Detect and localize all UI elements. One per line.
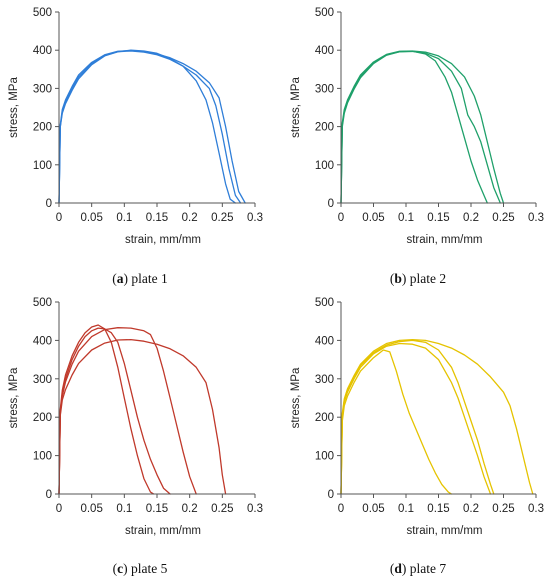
panel-plate-7: 0 100 200 300 400 500 0 0.05 0.1 0.15 0.2 0.25 0.3 s…	[290, 297, 544, 576]
stress-strain-curve-3	[340, 50, 505, 204]
y-tick-label: 300	[315, 83, 334, 95]
stress-strain-curve-3	[58, 49, 246, 204]
x-tick-label: 0.2	[182, 503, 198, 515]
x-tick-label: 0.1	[116, 212, 132, 224]
curves-group	[58, 324, 227, 495]
y-tick-label: 0	[328, 198, 334, 210]
caption-text: plate 5	[131, 561, 168, 576]
x-tick-label: 0.2	[463, 212, 479, 224]
x-tick-label: 0.1	[398, 503, 414, 515]
x-tick-label: 0.15	[146, 212, 168, 224]
caption-text: plate 7	[410, 561, 447, 576]
y-tick-label: 400	[33, 335, 52, 347]
caption-text: plate 2	[410, 271, 446, 286]
panel-plate-2: 0 100 200 300 400 500 0 0.05 0.1 0.15 0.2 0.25 0.3 s…	[290, 7, 544, 286]
stress-strain-curve-1	[58, 324, 155, 495]
stress-strain-curve-2	[340, 50, 501, 204]
x-tick-label: 0.2	[182, 212, 198, 224]
y-tick-label: 200	[33, 122, 52, 134]
y-tick-label: 200	[33, 412, 52, 424]
y-tick-label: 500	[315, 7, 334, 19]
panel-caption: (c) plate 5	[113, 561, 168, 576]
y-axis-label: stress, MPa	[290, 77, 302, 138]
y-tick-label: 0	[328, 489, 334, 501]
x-axis-label: strain, mm/mm	[406, 525, 482, 537]
panel-plate-5: 0 100 200 300 400 500 0 0.05 0.1 0.15 0.2 0.25 0.3 s…	[8, 297, 263, 576]
x-tick-label: 0.2	[463, 503, 479, 515]
caption-letter: d	[394, 561, 402, 576]
x-tick-label: 0.25	[211, 503, 233, 515]
curves-group	[58, 49, 246, 204]
curves-group	[340, 50, 505, 204]
stress-strain-curve-4	[58, 338, 227, 495]
x-tick-label: 0.25	[492, 212, 514, 224]
x-tick-label: 0.15	[427, 503, 449, 515]
x-tick-label: 0	[338, 212, 344, 224]
caption-text: plate 1	[131, 271, 167, 286]
axes-group: 0 100 200 300 400 500 0 0.05 0.1 0.15 0.2 0.25 0.3	[33, 7, 263, 224]
panel-caption: (d) plate 7	[390, 561, 447, 576]
stress-strain-curve-3	[58, 327, 197, 495]
y-tick-label: 300	[315, 374, 334, 386]
x-tick-label: 0	[56, 212, 62, 224]
axes-group: 0 100 200 300 400 500 0 0.05 0.1 0.15 0.2 0.25 0.3	[315, 7, 544, 224]
x-axis-label: strain, mm/mm	[125, 525, 201, 537]
y-tick-label: 300	[33, 83, 52, 95]
x-axis-label: strain, mm/mm	[406, 234, 482, 246]
axes-group: 0 100 200 300 400 500 0 0.05 0.1 0.15 0.2 0.25 0.3	[315, 297, 544, 515]
x-tick-label: 0.3	[247, 503, 263, 515]
y-tick-label: 100	[315, 451, 334, 463]
y-axis-label: stress, MPa	[290, 367, 302, 428]
x-tick-label: 0.25	[211, 212, 233, 224]
stress-strain-curve-1	[340, 349, 453, 495]
stress-strain-curve-2	[340, 342, 492, 495]
stress-strain-curve-4	[340, 338, 534, 495]
y-tick-label: 500	[33, 7, 52, 19]
y-tick-label: 0	[46, 198, 52, 210]
x-tick-label: 0.05	[80, 503, 102, 515]
x-tick-label: 0.05	[362, 212, 384, 224]
y-tick-label: 500	[33, 297, 52, 309]
y-axis-label: stress, MPa	[8, 77, 20, 138]
y-tick-label: 100	[315, 160, 334, 172]
y-tick-label: 100	[33, 451, 52, 463]
panel-caption: (a) plate 1	[112, 271, 168, 286]
caption-letter: b	[394, 271, 402, 286]
curves-group	[340, 338, 534, 495]
y-tick-label: 200	[315, 412, 334, 424]
y-tick-label: 200	[315, 122, 334, 134]
x-tick-label: 0	[338, 503, 344, 515]
y-tick-label: 100	[33, 160, 52, 172]
panel-plate-1: 0 100 200 300 400 500 0 0.05 0.1 0.15 0.2 0.25 0.3 s…	[8, 7, 263, 286]
y-axis-label: stress, MPa	[8, 367, 20, 428]
x-tick-label: 0.05	[80, 212, 102, 224]
y-tick-label: 300	[33, 374, 52, 386]
x-tick-label: 0.05	[362, 503, 384, 515]
y-tick-label: 400	[315, 45, 334, 57]
y-tick-label: 400	[315, 335, 334, 347]
x-tick-label: 0.3	[528, 503, 544, 515]
axes-group: 0 100 200 300 400 500 0 0.05 0.1 0.15 0.2 0.25 0.3	[33, 297, 263, 515]
panel-caption: (b) plate 2	[390, 271, 446, 286]
x-tick-label: 0.15	[146, 503, 168, 515]
x-tick-label: 0.15	[427, 212, 449, 224]
y-tick-label: 500	[315, 297, 334, 309]
y-tick-label: 0	[46, 489, 52, 501]
stress-strain-curve-1	[58, 49, 237, 204]
x-tick-label: 0.3	[528, 212, 544, 224]
x-tick-label: 0.3	[247, 212, 263, 224]
y-tick-label: 400	[33, 45, 52, 57]
x-tick-label: 0.1	[116, 503, 132, 515]
x-tick-label: 0	[56, 503, 62, 515]
caption-letter: a	[117, 271, 124, 286]
x-tick-label: 0.25	[492, 503, 514, 515]
x-axis-label: strain, mm/mm	[125, 234, 201, 246]
x-tick-label: 0.1	[398, 212, 414, 224]
stress-strain-curve-2	[58, 327, 171, 495]
caption-letter: c	[117, 561, 123, 576]
